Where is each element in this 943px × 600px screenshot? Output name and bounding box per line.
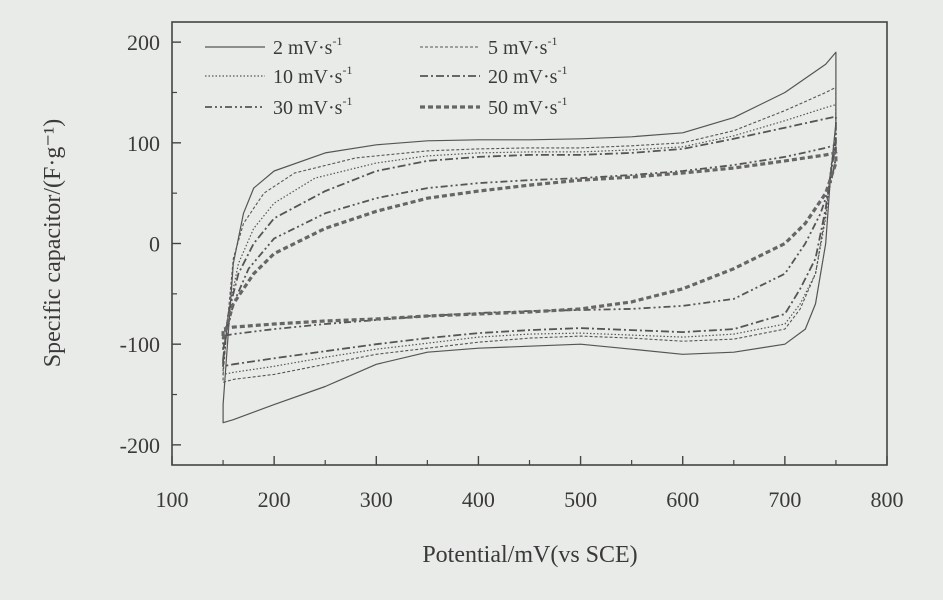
legend-label: 20 mV·s-1	[488, 63, 567, 88]
cv-curve	[222, 143, 837, 351]
legend-label: 2 mV·s-1	[273, 34, 342, 59]
y-tick-label: -200	[120, 433, 160, 458]
x-axis-ticks: 100 200 300 400 500 600 700 800	[156, 456, 904, 512]
y-tick-label: -100	[120, 332, 160, 357]
x-tick-label: 800	[871, 487, 904, 512]
legend-label: 30 mV·s-1	[273, 94, 352, 119]
y-tick-label: 0	[149, 232, 160, 257]
cv-curves	[221, 51, 838, 424]
y-tick-label: 200	[127, 30, 160, 55]
x-tick-label: 400	[462, 487, 495, 512]
cv-curve	[221, 151, 838, 341]
cv-curve	[222, 115, 837, 368]
legend: 2 mV·s-1 5 mV·s-1 10 mV·s-1 20 mV·s-1 30 mV·…	[205, 34, 567, 119]
legend-label: 50 mV·s-1	[488, 94, 567, 119]
x-tick-label: 300	[360, 487, 393, 512]
y-axis-title: Specific capacitor/(F·g⁻¹)	[40, 119, 66, 367]
y-axis-ticks: -200 -100 0 100 200	[120, 30, 181, 458]
legend-label: 5 mV·s-1	[488, 34, 557, 59]
x-tick-label: 500	[564, 487, 597, 512]
x-tick-label: 700	[768, 487, 801, 512]
y-tick-label: 100	[127, 131, 160, 156]
x-axis-title: Potential/mV(vs SCE)	[422, 542, 637, 568]
x-tick-label: 600	[666, 487, 699, 512]
x-tick-label: 200	[258, 487, 291, 512]
legend-label: 10 mV·s-1	[273, 63, 352, 88]
x-tick-label: 100	[156, 487, 189, 512]
